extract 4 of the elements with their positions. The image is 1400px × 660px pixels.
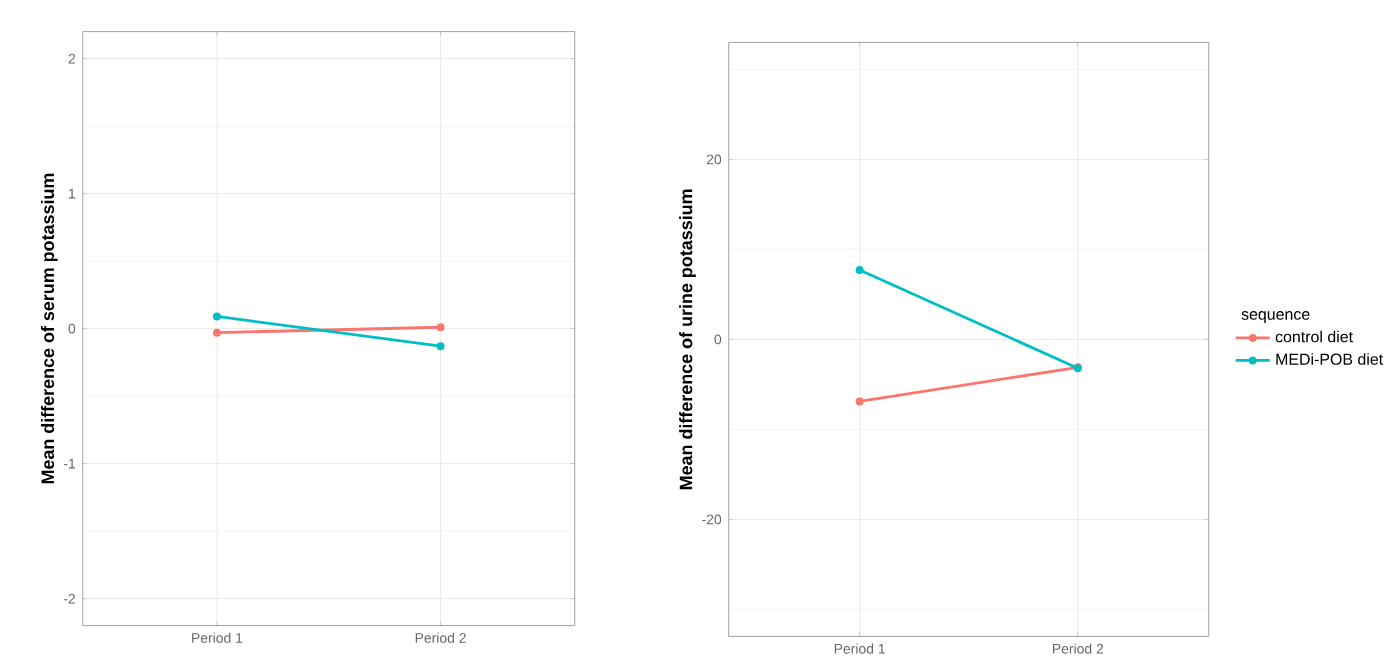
y-axis-title: Mean difference of urine potassium (679, 189, 696, 490)
point (855, 265, 864, 274)
point (855, 397, 864, 406)
y-axis-title: Mean difference of serum potassium (40, 173, 58, 484)
